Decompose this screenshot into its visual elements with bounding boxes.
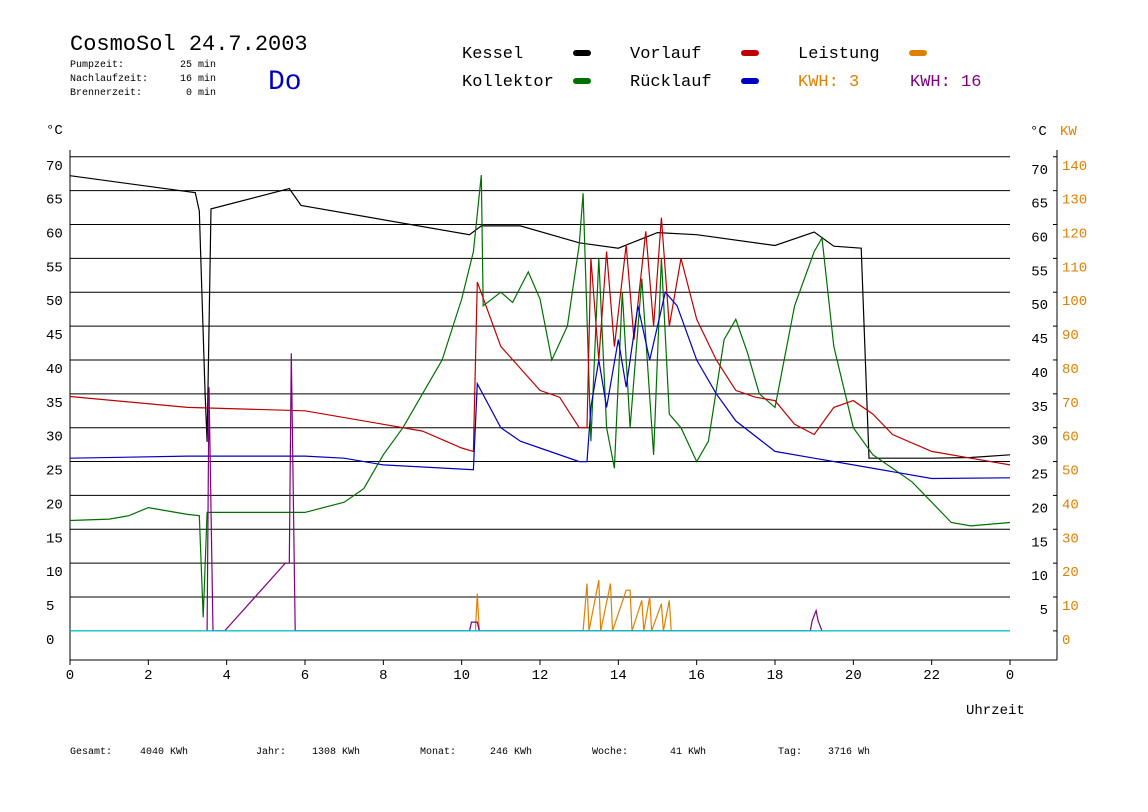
y-tick-label: 30 bbox=[46, 430, 63, 446]
y2-tick-label: 60 bbox=[1062, 430, 1079, 446]
y-right-tick-label: 25 bbox=[1031, 468, 1048, 484]
y-tick-label: 0 bbox=[46, 633, 54, 649]
legend-label: Rücklauf bbox=[630, 73, 712, 92]
y-right-tick-label: 30 bbox=[1031, 434, 1048, 450]
x-tick-label: 0 bbox=[66, 668, 74, 684]
y-right-tick-label: 55 bbox=[1031, 264, 1048, 280]
legend-label: Kollektor bbox=[462, 73, 554, 92]
legend-label: Kessel bbox=[462, 45, 523, 64]
y2-tick-label: 130 bbox=[1062, 193, 1087, 209]
footer-value: 1308 KWh bbox=[312, 746, 360, 758]
y-tick-label: 65 bbox=[46, 193, 63, 209]
series-line bbox=[69, 175, 1011, 618]
y-tick-label: 40 bbox=[46, 362, 63, 378]
legend-label: Leistung bbox=[798, 45, 880, 64]
footer-label: Gesamt: bbox=[70, 747, 112, 758]
y-right-tick-label: 60 bbox=[1031, 231, 1048, 247]
y-right-tick-label: 5 bbox=[1040, 603, 1048, 619]
y2-tick-label: 100 bbox=[1062, 294, 1087, 310]
y-tick-label: 35 bbox=[46, 396, 63, 412]
y-unit: °C bbox=[46, 123, 63, 139]
y-right-tick-label: 10 bbox=[1031, 569, 1048, 585]
series-line bbox=[206, 353, 823, 632]
y2-tick-label: 80 bbox=[1062, 362, 1079, 378]
x-tick-label: 8 bbox=[379, 668, 387, 684]
x-tick-label: 10 bbox=[453, 668, 470, 684]
footer-value: 246 KWh bbox=[490, 746, 532, 758]
info-label: Pumpzeit: bbox=[70, 59, 124, 71]
y2-tick-label: 50 bbox=[1062, 464, 1079, 480]
info-label: Nachlaufzeit: bbox=[70, 73, 148, 85]
legend-label: Vorlauf bbox=[630, 45, 701, 64]
y-tick-label: 50 bbox=[46, 294, 63, 310]
y-right-tick-label: 20 bbox=[1031, 501, 1048, 517]
day-label: Do bbox=[268, 67, 302, 98]
x-axis-label: Uhrzeit bbox=[966, 703, 1025, 719]
kwh-label: KWH: 3 bbox=[798, 73, 859, 92]
series-line bbox=[69, 290, 1011, 480]
footer-value: 41 KWh bbox=[670, 746, 706, 758]
chart-title: CosmoSol 24.7.2003 bbox=[70, 32, 308, 57]
y-unit-right: °C bbox=[1030, 124, 1047, 140]
x-tick-label: 16 bbox=[688, 668, 705, 684]
y-tick-label: 45 bbox=[46, 328, 63, 344]
series-line bbox=[69, 217, 1011, 466]
info-value: 0 min bbox=[186, 87, 216, 99]
info-value: 25 min bbox=[180, 59, 216, 71]
y2-tick-label: 140 bbox=[1062, 159, 1087, 175]
y2-tick-label: 0 bbox=[1062, 633, 1070, 649]
footer-label: Woche: bbox=[592, 746, 628, 758]
y2-tick-label: 30 bbox=[1062, 531, 1079, 547]
x-tick-label: 22 bbox=[923, 668, 940, 684]
series-line bbox=[69, 175, 1011, 459]
y2-tick-label: 110 bbox=[1062, 260, 1087, 276]
y-right-tick-label: 50 bbox=[1031, 298, 1048, 314]
x-tick-label: 0 bbox=[1006, 668, 1014, 684]
footer-value: 4040 KWh bbox=[140, 746, 188, 758]
y-right-tick-label: 65 bbox=[1031, 197, 1048, 213]
y-tick-label: 10 bbox=[46, 565, 63, 581]
y2-tick-label: 20 bbox=[1062, 565, 1079, 581]
y-right-tick-label: 40 bbox=[1031, 366, 1048, 382]
y-right-tick-label: 70 bbox=[1031, 163, 1048, 179]
x-tick-label: 20 bbox=[845, 668, 862, 684]
x-tick-label: 2 bbox=[144, 668, 152, 684]
y-tick-label: 15 bbox=[46, 531, 63, 547]
footer-label: Monat: bbox=[420, 747, 456, 758]
y2-tick-label: 40 bbox=[1062, 497, 1079, 513]
y-tick-label: 25 bbox=[46, 464, 63, 480]
y2-tick-label: 90 bbox=[1062, 328, 1079, 344]
x-tick-label: 14 bbox=[610, 668, 627, 684]
x-tick-label: 6 bbox=[301, 668, 309, 684]
y-tick-label: 70 bbox=[46, 159, 63, 175]
y2-tick-label: 70 bbox=[1062, 396, 1079, 412]
x-tick-label: 18 bbox=[767, 668, 784, 684]
y-tick-label: 20 bbox=[46, 497, 63, 513]
x-tick-label: 12 bbox=[532, 668, 549, 684]
info-value: 16 min bbox=[180, 73, 216, 85]
y-tick-label: 55 bbox=[46, 260, 63, 276]
y-right-tick-label: 45 bbox=[1031, 332, 1048, 348]
kwh-label: KWH: 16 bbox=[910, 73, 981, 92]
footer-value: 3716 Wh bbox=[828, 746, 870, 758]
y2-tick-label: 120 bbox=[1062, 227, 1087, 243]
y-right-tick-label: 35 bbox=[1031, 400, 1048, 416]
y-tick-label: 60 bbox=[46, 227, 63, 243]
y-tick-label: 5 bbox=[46, 599, 54, 615]
x-tick-label: 4 bbox=[222, 668, 230, 684]
y2-unit: KW bbox=[1060, 124, 1077, 140]
info-label: Brennerzeit: bbox=[70, 87, 142, 99]
series-line bbox=[474, 579, 672, 632]
footer-label: Tag: bbox=[778, 747, 802, 758]
y2-tick-label: 10 bbox=[1062, 599, 1079, 615]
footer-label: Jahr: bbox=[256, 746, 286, 758]
y-right-tick-label: 15 bbox=[1031, 535, 1048, 551]
